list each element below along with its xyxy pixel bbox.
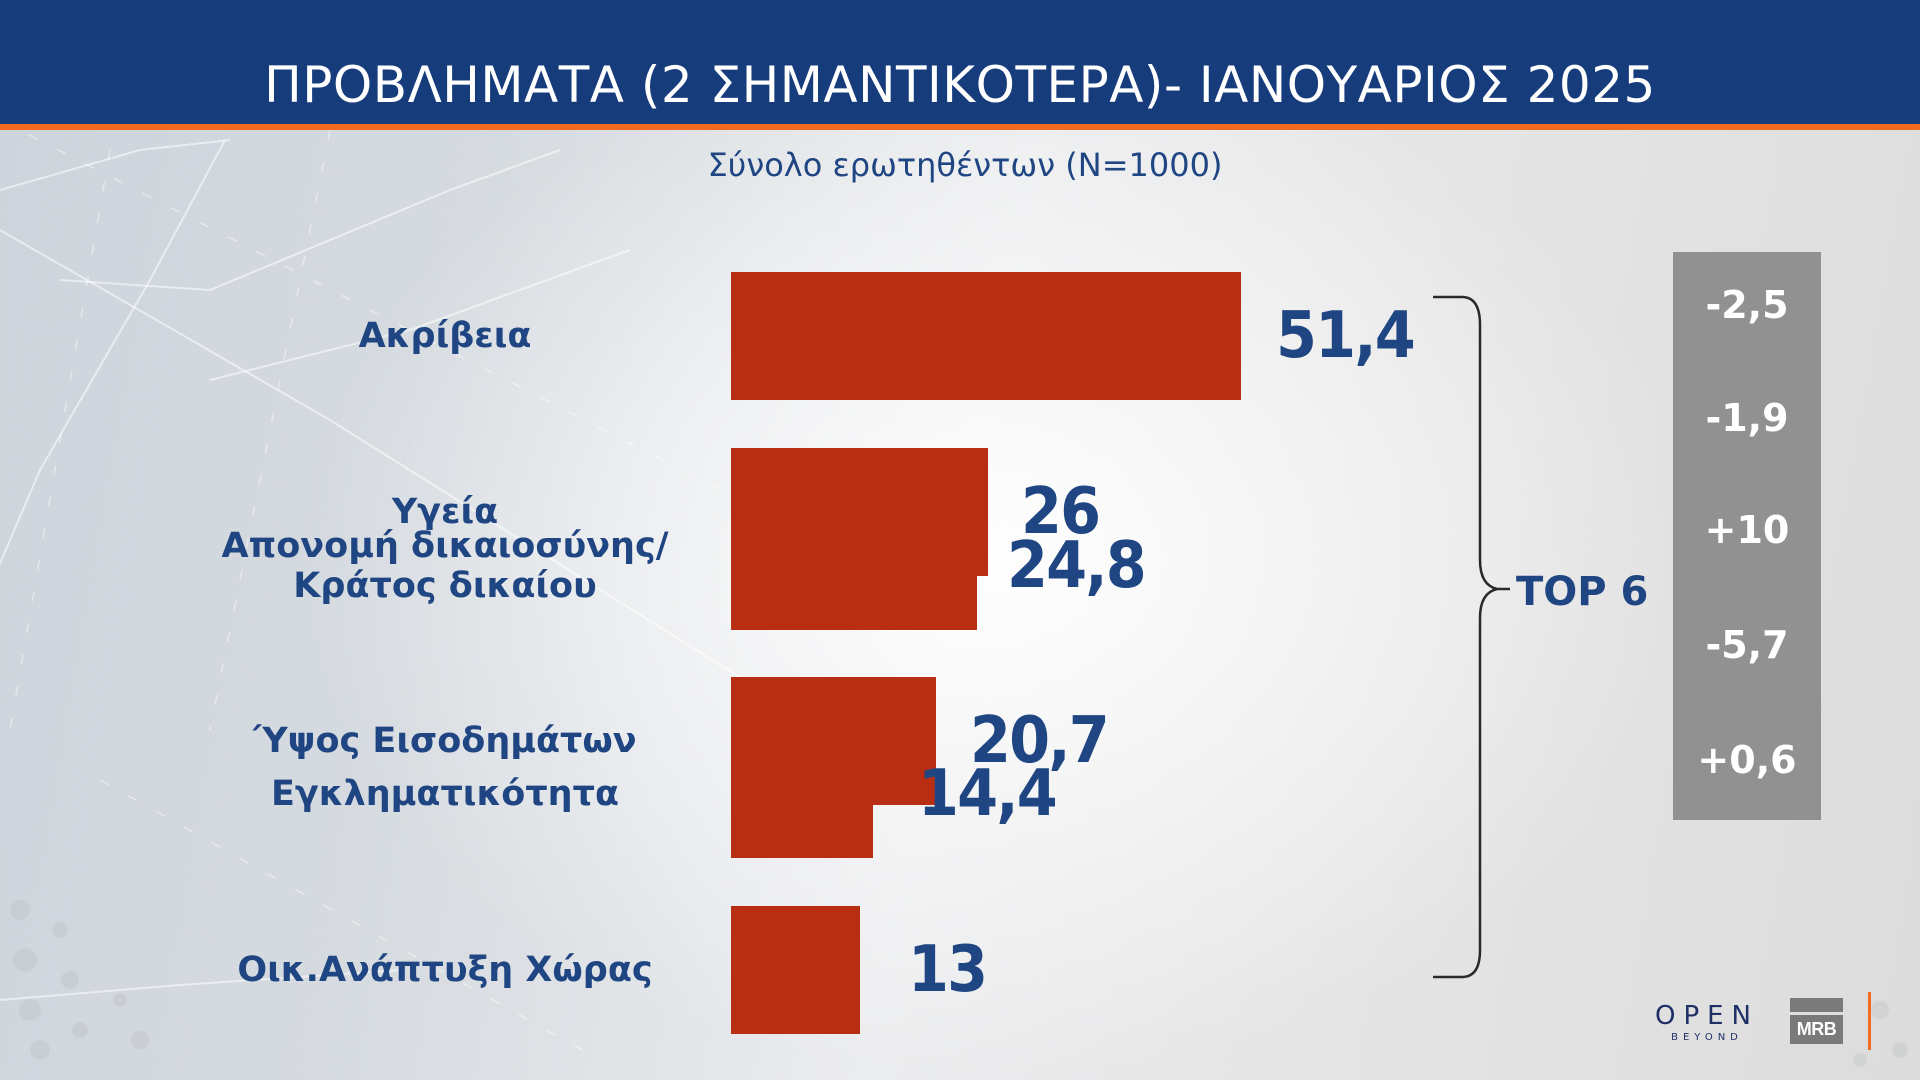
chart-title: ΠΡΟΒΛΗΜΑΤΑ (2 ΣΗΜΑΝΤΙΚΟΤΕΡΑ)- ΙΑΝΟΥΑΡΙΟΣ… <box>264 56 1656 114</box>
header-bar <box>0 0 1920 124</box>
change-value: +0,6 <box>1697 738 1797 782</box>
curly-bracket-icon <box>1433 295 1510 979</box>
header-accent-stripe <box>0 124 1920 130</box>
bar <box>731 730 873 858</box>
chart-row: Ακρίβεια 51,4 <box>0 272 1920 400</box>
value-label: 26 <box>1021 475 1101 549</box>
logo-divider <box>1868 992 1871 1050</box>
change-value: +10 <box>1704 508 1790 552</box>
category-label: Υγεία <box>391 492 499 532</box>
bar <box>731 906 860 1034</box>
mrb-logo-top-block <box>1790 998 1843 1012</box>
category-label: Ακρίβεια <box>358 316 532 356</box>
chart-row: Οικ.Ανάπτυξη Χώρας 13 <box>0 906 1920 1034</box>
value-label: 51,4 <box>1276 299 1416 373</box>
bar <box>731 272 1241 400</box>
chart-subtitle: Σύνολο ερωτηθέντων (Ν=1000) <box>707 146 1223 184</box>
change-panel: -2,5 -1,9 +10 -5,7 +0,6 <box>1673 252 1821 820</box>
value-label: 14,4 <box>918 757 1058 831</box>
category-label: Ύψος Εισοδημάτων <box>253 721 637 761</box>
bar <box>731 502 977 630</box>
chart-row: Απονομή δικαιοσύνης/ Κράτος δικαίου 24,8 <box>0 502 1920 630</box>
value-label: 20,7 <box>970 704 1110 778</box>
mrb-logo-text: MRB <box>1790 1015 1843 1044</box>
value-label: 24,8 <box>1007 529 1147 603</box>
change-value: -1,9 <box>1705 396 1789 440</box>
mrb-logo: MRB <box>1790 998 1843 1044</box>
open-logo-subtitle: BEYOND <box>1671 1032 1743 1043</box>
chart-row: Εγκληματικότητα 14,4 <box>0 730 1920 858</box>
open-logo-word: OPEN <box>1654 1001 1760 1031</box>
category-label: Απονομή δικαιοσύνης/ Κράτος δικαίου <box>221 526 669 606</box>
category-label: Εγκληματικότητα <box>270 774 619 814</box>
top6-annotation: TOP 6 <box>1516 569 1649 615</box>
value-label: 13 <box>908 933 988 1007</box>
change-value: -2,5 <box>1705 283 1789 327</box>
open-beyond-logo: OPEN BEYOND <box>1652 1000 1762 1048</box>
change-value: -5,7 <box>1705 623 1789 667</box>
category-label: Οικ.Ανάπτυξη Χώρας <box>237 950 653 990</box>
